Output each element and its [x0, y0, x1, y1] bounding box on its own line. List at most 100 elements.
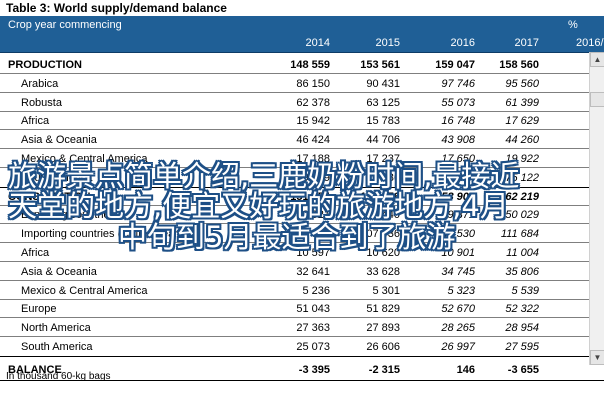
consumption-row-cell: 10 901 — [441, 247, 475, 259]
row-divider — [0, 204, 604, 206]
consumption-row-cell: 5 236 — [302, 284, 330, 297]
production-row-cell: 75 122 — [505, 171, 539, 184]
consumption-row-label: South America — [21, 341, 93, 353]
balance-cell: -3 395 — [298, 363, 330, 376]
balance-label: BALANCE — [8, 363, 62, 376]
consumption-row-cell: 35 806 — [505, 265, 539, 278]
row-divider — [0, 317, 604, 319]
watermark-line-1: 旅游景点简单介绍,三鹿奶粉时间,最接近 — [8, 159, 520, 193]
production-total-cell: 148 559 — [290, 59, 330, 71]
consumption-row-cell: 109 530 — [435, 228, 475, 241]
production-row-cell: 44 706 — [366, 134, 400, 147]
consumption-total-cell: 158 901 — [435, 190, 475, 203]
row-divider — [0, 261, 604, 262]
production-row-cell: 44 260 — [505, 134, 539, 147]
row-divider — [0, 167, 604, 168]
production-row-cell: 19 922 — [505, 153, 539, 165]
row-divider — [0, 355, 604, 357]
watermark-line-2: 天堂的地方,便宜又好玩的旅游地方,4月 — [8, 189, 509, 223]
production-row-cell: 97 746 — [441, 77, 475, 90]
consumption-row-cell: 48 021 — [296, 209, 330, 222]
consumption-row-label: North America — [21, 322, 91, 335]
production-row-cell: 61 399 — [505, 96, 539, 109]
consumption-row-cell: 5 301 — [372, 284, 400, 297]
production-row-cell: 15 783 — [366, 115, 400, 128]
production-total-cell: 153 561 — [360, 59, 400, 71]
consumption-row-cell: 111 684 — [500, 228, 539, 241]
row-divider — [0, 223, 604, 225]
consumption-total-cell: 151 954 — [290, 190, 330, 203]
production-row-label: South America — [21, 171, 93, 184]
consumption-label: CONSUMPTION — [8, 190, 91, 203]
watermark-line-3: 中旬到5月最适合到了旅游 — [118, 220, 456, 254]
row-divider — [0, 336, 604, 338]
consumption-row-cell: 52 670 — [441, 303, 475, 316]
scroll-up-icon[interactable]: ▲ — [590, 52, 604, 67]
production-row-cell: 95 560 — [505, 77, 539, 90]
production-total-cell: 159 047 — [435, 59, 475, 71]
scroll-thumb[interactable] — [590, 92, 604, 107]
production-row-cell: 62 378 — [296, 96, 330, 109]
row-divider — [0, 91, 604, 93]
consumption-row-cell: 26 606 — [366, 341, 400, 353]
production-row-cell: 55 073 — [441, 96, 475, 109]
production-row-cell: 43 908 — [441, 134, 475, 147]
row-divider — [0, 279, 604, 281]
consumption-row-cell: 50 029 — [505, 209, 539, 222]
production-row-cell: 90 431 — [366, 77, 400, 90]
production-row-cell: 17 237 — [366, 153, 400, 165]
consumption-row-cell: 27 893 — [366, 322, 400, 335]
vertical-scrollbar[interactable]: ▲ ▼ — [589, 52, 604, 365]
table-title: Table 3: World supply/demand balance — [0, 0, 604, 16]
year-2014: 2014 — [305, 37, 330, 49]
year-2015: 2015 — [375, 37, 400, 49]
consumption-row-cell: 48 440 — [366, 209, 400, 222]
row-divider — [0, 148, 604, 150]
consumption-row-cell: 10 597 — [296, 247, 330, 259]
year-2017: 2017 — [514, 37, 539, 49]
consumption-row-label: Asia & Oceania — [21, 265, 97, 278]
production-label: PRODUCTION — [8, 59, 82, 71]
production-row-cell: 73 944 — [441, 171, 475, 184]
production-row-label: Africa — [21, 115, 50, 128]
consumption-row-cell: 33 628 — [366, 265, 400, 278]
row-divider — [0, 129, 604, 131]
production-total-cell: 158 560 — [499, 59, 539, 71]
production-row-label: Arabica — [21, 77, 59, 90]
consumption-row-label: Europe — [21, 303, 57, 316]
production-row-cell: 17 650 — [441, 153, 475, 165]
consumption-row-cell: 27 363 — [296, 322, 330, 335]
consumption-row-cell: 5 323 — [447, 284, 475, 297]
production-row-cell: 76 186 — [366, 171, 400, 184]
consumption-row-cell: 32 641 — [296, 265, 330, 278]
consumption-row-cell: 52 322 — [505, 303, 539, 316]
header-row-top: Crop year commencing % change — [0, 16, 604, 49]
consumption-row-cell: 28 265 — [441, 322, 475, 335]
units-note: In thousand 60-kg bags — [6, 371, 111, 382]
production-row-cell: 17 188 — [296, 153, 330, 165]
row-divider — [0, 379, 604, 381]
consumption-row-cell: 51 043 — [296, 303, 330, 316]
consumption-row-cell: 103 933 — [290, 228, 330, 241]
consumption-row-cell: 11 004 — [506, 247, 539, 259]
consumption-row-cell: 27 595 — [505, 341, 539, 353]
year-2016: 2016 — [450, 37, 475, 49]
production-row-cell: 15 942 — [296, 115, 330, 128]
production-row-cell: 86 150 — [296, 77, 330, 90]
consumption-row-cell: 107 436 — [360, 228, 400, 241]
change-year: 2016/ — [576, 37, 604, 49]
consumption-row-cell: 25 073 — [296, 341, 330, 353]
consumption-row-cell: 28 954 — [505, 322, 539, 335]
consumption-row-cell: 5 539 — [511, 284, 539, 297]
consumption-total-cell: 162 219 — [499, 190, 539, 203]
consumption-total-cell: 155 876 — [360, 190, 400, 203]
scroll-down-icon[interactable]: ▼ — [590, 350, 604, 365]
production-row-label: Asia & Oceania — [21, 134, 97, 147]
row-divider — [0, 110, 604, 112]
production-row-cell: 63 125 — [366, 96, 400, 109]
production-row-cell: 46 424 — [296, 134, 330, 147]
consumption-row-cell: 51 829 — [366, 303, 400, 316]
row-divider — [0, 186, 604, 188]
consumption-row-label: Africa — [21, 247, 50, 259]
consumption-row-label: Importing countries (Coffee years) — [21, 228, 188, 241]
